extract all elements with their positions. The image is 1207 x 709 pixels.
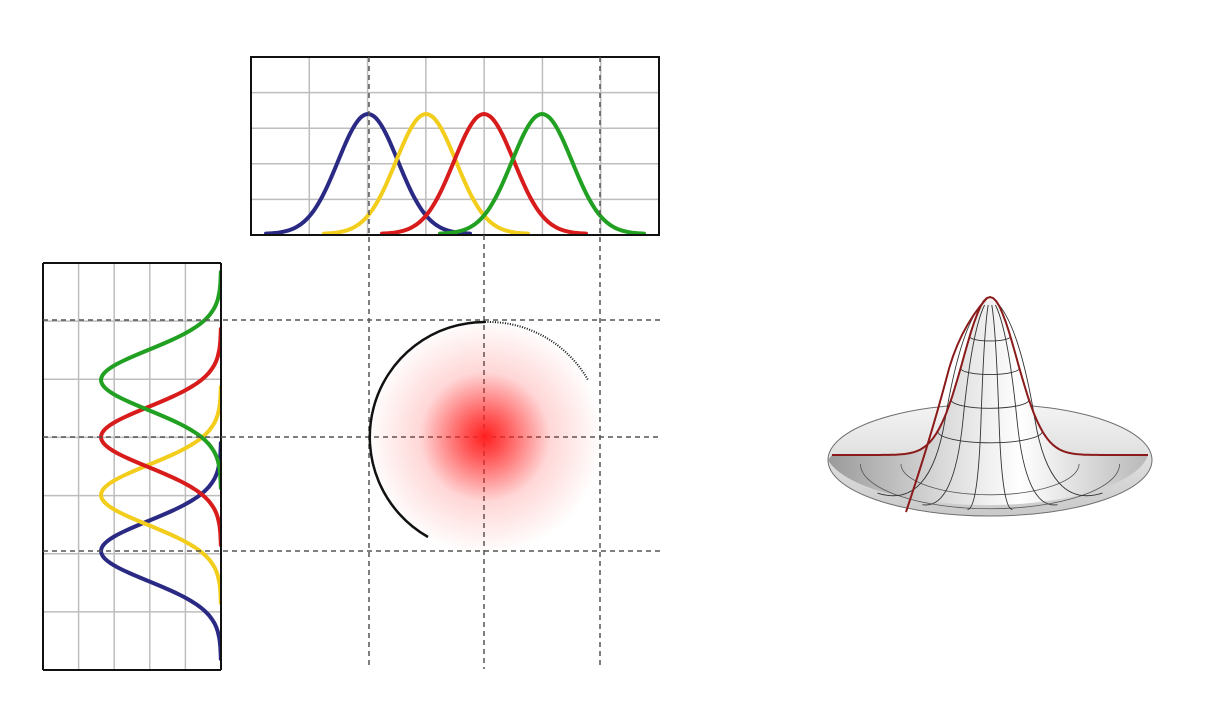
contour-arc-left: [368, 320, 486, 539]
surface-meridian: [994, 304, 1058, 506]
top-plot-background: [251, 57, 659, 235]
surface-bell: [828, 297, 1148, 506]
left-curve-yellow: [98, 385, 221, 605]
left-plot-grid: [43, 263, 221, 670]
top-curve-yellow: [322, 111, 530, 235]
top-curve-green: [438, 111, 646, 235]
top-curve-red: [380, 111, 588, 235]
surface-mesh-lines: [860, 304, 1120, 510]
top-distribution-plot: [250, 56, 660, 236]
surface-ring: [900, 463, 1080, 496]
surface-ring: [969, 336, 1011, 342]
left-distribution-plot: [42, 262, 222, 671]
bivariate-density-blob: [367, 319, 603, 555]
top-plot-curves: [264, 111, 646, 235]
top-curve-blue: [264, 111, 472, 235]
left-plot-background: [43, 263, 221, 670]
left-curve-green: [98, 270, 221, 490]
3d-gaussian-surface: [827, 295, 1153, 517]
surface-red-front-edge: [905, 297, 988, 513]
surface-meridian: [967, 304, 989, 510]
surface-ring: [937, 431, 1043, 444]
density-blob: [367, 319, 603, 555]
surface-ring: [960, 367, 1020, 375]
surface-meridian: [998, 304, 1103, 497]
surface-red-profile: [832, 295, 1148, 456]
surface-ring: [860, 463, 1120, 510]
surface-meridian: [922, 304, 986, 506]
top-plot-frame: [250, 56, 660, 236]
surface-red-edges: [832, 295, 1148, 513]
surface-ring: [950, 399, 1030, 409]
surface-meridian: [991, 304, 1013, 510]
left-plot-curves: [98, 270, 221, 661]
surface-meridian: [877, 304, 982, 497]
